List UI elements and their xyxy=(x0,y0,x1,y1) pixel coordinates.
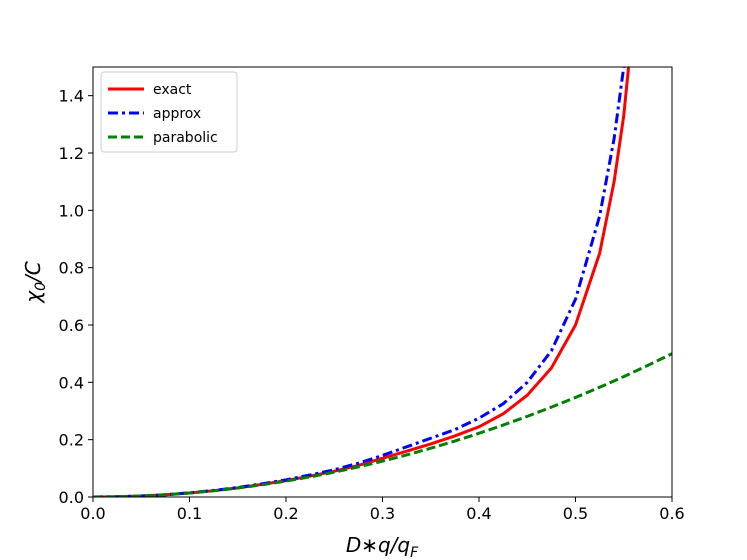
y-tick-label: 0.4 xyxy=(59,373,84,392)
y-label-sub: 0 xyxy=(33,282,49,291)
y-tick-label: 1.2 xyxy=(59,144,84,163)
legend-label: approx xyxy=(153,106,201,122)
legend-box xyxy=(100,71,238,153)
x-tick-label: 0.0 xyxy=(80,504,105,523)
plot-frame xyxy=(92,66,673,498)
x-tick-label: 0.6 xyxy=(659,504,684,523)
x-tick-label: 0.5 xyxy=(563,504,588,523)
y-label-rest: /C xyxy=(21,261,45,284)
x-label-sub: F xyxy=(410,545,419,560)
x-tick-label: 0.4 xyxy=(466,504,491,523)
x-tick-label: 0.2 xyxy=(273,504,298,523)
y-axis-label: χ0/C xyxy=(21,261,49,304)
y-tick-label: 0.2 xyxy=(59,431,84,450)
x-axis-label: D∗q/qF xyxy=(346,533,419,560)
y-tick-label: 1.4 xyxy=(59,87,84,106)
series-line xyxy=(93,352,672,497)
y-tick-label: 0.8 xyxy=(59,259,84,278)
y-tick-label: 0.0 xyxy=(59,488,84,507)
legend-label: exact xyxy=(153,82,192,98)
x-tick-label: 0.3 xyxy=(370,504,395,523)
legend-label: parabolic xyxy=(153,130,218,146)
y-label-main: χ xyxy=(21,290,45,304)
y-tick-label: 0.6 xyxy=(59,316,84,335)
x-tick-label: 0.1 xyxy=(177,504,202,523)
x-label-main: D∗q/q xyxy=(346,533,410,557)
y-tick-label: 1.0 xyxy=(59,201,84,220)
